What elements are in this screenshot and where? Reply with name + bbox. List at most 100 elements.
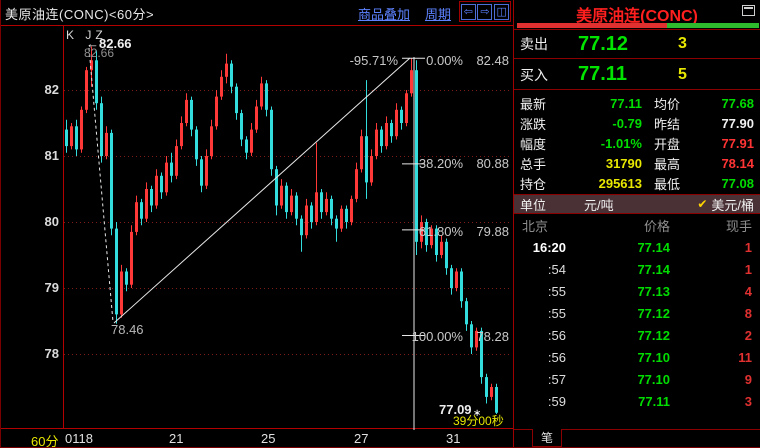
stats-value: 77.91 [721,135,754,151]
candle-body [130,231,133,285]
fib-pct: 100.00% [411,329,463,344]
candlestick-chart[interactable]: K JZ ←82.66 82.66 78.46 77.09 39分00秒 ∗ -… [1,0,513,448]
trade-qty: 3 [744,393,752,409]
stats-label: 最高 [654,156,681,172]
candle-body [80,109,83,150]
fib-pct: 38.20% [418,156,463,171]
trade-price: 77.12 [637,327,670,343]
candle-body [70,126,73,147]
peak-price-ghost: 82.66 [84,46,115,60]
trade-time: :59 [547,393,566,409]
candle-body [240,113,243,140]
unit-row: 单位 元/吨 ✔ 美元/桶 [514,194,760,214]
swing-low-annotation: 78.46 [111,322,144,337]
candle-body [350,198,353,222]
y-axis-label: 80 [44,214,59,229]
stats-label: 最新 [520,96,547,112]
candle-body [385,123,388,147]
candle-body [65,129,68,147]
trade-qty: 1 [744,261,752,277]
candle-body [365,136,368,183]
stats-label: 均价 [654,96,681,112]
buy-ratio-segment [667,23,759,28]
timesales-list: 16:20 77.14 1:54 77.14 1:55 77.13 4:55 77.12 8:5… [514,236,760,412]
fib-negative-label: -95.71% [349,53,398,68]
candle-body [175,146,178,176]
timesales-row: :57 77.10 9 [514,368,760,390]
stats-label: 持仓 [520,176,547,192]
trade-price: 77.10 [637,349,670,365]
timesales-row: :59 77.11 3 [514,390,760,412]
candle-body [420,222,423,242]
candle-body [465,301,468,325]
trade-qty: 8 [744,305,752,321]
timesales-row: :55 77.12 8 [514,302,760,324]
timesales-header: 北京 价格 现手 [514,216,760,234]
candle-body [425,222,428,246]
stats-label: 昨结 [654,116,681,132]
candle-body [415,70,418,242]
candle-body [390,123,393,137]
stats-value: -1.01% [600,135,642,151]
candle-body [285,185,288,213]
unit-alt-option[interactable]: 美元/桶 [711,197,754,213]
candle-body [395,109,398,137]
candle-body [215,96,218,127]
trade-qty: 11 [738,349,752,365]
prev-contract-icon[interactable]: ⇦ [460,3,476,20]
candle-body [315,192,318,222]
candle-body [210,126,213,156]
candle-body [85,70,88,110]
timesales-row: :54 77.14 1 [514,258,760,280]
stats-row: 涨跌 -0.79 昨结 77.90 [514,113,760,133]
layout-split-icon[interactable]: ◫ [494,3,510,20]
candle-body [495,387,498,413]
trade-price: 77.13 [637,283,670,299]
panel-bottom-divider [514,429,760,430]
bid-price[interactable]: 77.11 [578,63,627,85]
candle-body [170,162,173,176]
candle-body [140,202,143,219]
candle-body [345,208,348,222]
check-icon[interactable]: ✔ [697,197,708,211]
candle-body [490,387,493,397]
stats-label: 涨跌 [520,116,547,132]
candle-body [135,202,138,232]
candle-body [95,60,98,104]
candle-body [100,103,103,156]
chart-canvas[interactable] [1,0,513,448]
stats-value: -0.79 [612,115,642,131]
trade-time: :56 [547,327,566,343]
stats-row: 最新 77.11 均价 77.68 [514,93,760,113]
next-contract-icon[interactable]: ⇨ [477,3,493,20]
candle-body [195,129,198,160]
stats-value: 295613 [598,175,642,191]
tab-tick-detail[interactable]: 笔 [532,429,562,447]
fib-price: 79.88 [476,224,509,239]
trade-time: 16:20 [532,239,566,255]
stats-value: 77.68 [721,95,754,111]
candle-body [90,60,93,71]
candle-body [375,129,378,156]
x-axis-label: 25 [261,431,276,446]
stats-value: 77.90 [721,115,754,131]
trade-time: :55 [547,305,566,321]
fib-price: 80.88 [476,156,509,171]
menu-period-link[interactable]: 周期 [425,7,452,22]
bar-countdown: 39分00秒 [453,414,504,428]
stats-row: 幅度 -1.01% 开盘 77.91 [514,133,760,153]
unit-value: 元/吨 [584,197,614,213]
ask-price[interactable]: 77.12 [578,32,629,55]
menu-overlay-link[interactable]: 商品叠加 [358,7,411,22]
period-label[interactable]: 60分 [31,434,59,448]
trade-price: 77.14 [637,261,670,277]
stats-value: 31790 [605,155,642,171]
candle-body [180,123,183,147]
trade-qty: 2 [744,327,752,343]
trade-time: :57 [547,371,566,387]
candle-body [260,83,263,107]
maximize-icon[interactable] [742,5,755,16]
trade-price: 77.12 [637,305,670,321]
fib-level-label: 0.00% 82.48 [361,53,509,68]
